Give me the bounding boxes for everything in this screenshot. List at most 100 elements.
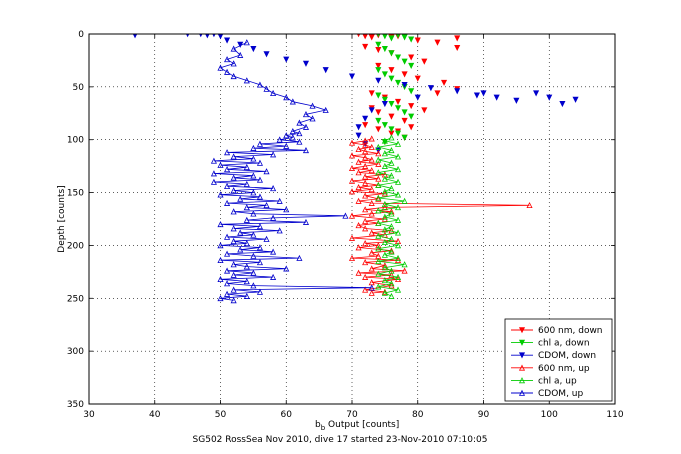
data-point [348,73,356,80]
data-point [302,60,310,67]
x-tick-label: 110 [606,410,623,420]
data-point [362,225,369,232]
data-point [263,235,270,242]
data-point [362,286,369,293]
data-point [283,56,290,63]
data-point [388,247,395,254]
data-point [276,227,283,234]
data-point [408,113,415,120]
data-point [243,263,250,270]
y-tick-label: 300 [67,347,84,357]
data-point [394,286,402,293]
data-point [381,200,388,208]
data-point [362,259,369,266]
data-point [302,123,310,130]
data-point [296,138,303,145]
data-point [414,37,421,44]
data-point [375,207,382,214]
data-point [217,161,224,168]
data-point [348,177,356,184]
figure-caption: SG502 RossSea Nov 2010, dive 17 started … [193,435,488,445]
data-series [132,34,579,304]
data-point [381,226,388,233]
y-axis-label: Depth [counts] [57,185,67,252]
data-point [355,158,362,165]
data-point [394,105,402,112]
data-point [375,160,382,167]
data-point [381,188,388,195]
data-point [368,199,375,206]
data-point [375,77,382,84]
data-point [348,254,356,261]
y-tick-label: 150 [67,189,84,199]
data-point [230,45,237,52]
data-point [394,178,402,185]
data-point [381,277,388,284]
data-point [256,244,263,251]
data-point [256,81,263,88]
data-point [302,111,310,118]
data-point [362,217,369,224]
data-point [237,51,244,58]
y-tick-label: 0 [78,30,84,40]
data-point [256,288,263,295]
data-point [394,273,402,280]
data-point [217,242,224,249]
data-point [243,39,250,46]
data-point [362,43,369,50]
data-point [427,85,434,92]
legend-marker [518,352,526,359]
data-point [368,210,375,217]
data-point [309,115,316,122]
data-point [230,187,237,194]
data-point [408,88,415,95]
data-point [381,213,388,220]
data-point [375,117,382,124]
data-point [388,113,395,120]
data-point [256,140,263,147]
data-point [270,214,277,221]
data-point [217,275,224,283]
data-point [230,237,237,245]
data-point [224,166,231,173]
data-point [270,185,277,192]
data-point [355,244,362,251]
data-point [250,155,257,162]
data-point [230,174,237,181]
data-point [355,269,362,276]
data-point [362,148,369,155]
data-point [243,292,250,299]
data-point [217,34,224,40]
data-point [381,137,388,144]
data-point [256,159,263,166]
legend: 600 nm, down chl a, down CDOM, down 600 nm,… [504,318,613,402]
series-5 [210,39,375,304]
data-point [256,259,263,266]
data-point [355,222,362,229]
data-point [210,178,217,185]
data-point [388,267,395,274]
data-point [375,92,382,99]
data-point [401,267,408,274]
data-point [250,46,257,53]
data-point [388,271,395,278]
data-point [256,223,263,230]
data-point [210,170,217,177]
data-point [546,94,553,101]
data-point [237,41,244,48]
legend-marker [518,377,526,384]
y-tick-label: 200 [67,241,84,251]
data-point [375,109,382,116]
data-point [230,72,237,80]
data-point [375,175,382,182]
data-point [237,229,244,236]
legend-box [504,318,613,402]
data-point [283,132,290,139]
data-point [388,100,395,108]
data-point [388,146,395,154]
data-point [296,254,303,261]
data-point [368,34,375,41]
data-point [375,283,382,290]
y-tick-label: 350 [67,400,84,410]
